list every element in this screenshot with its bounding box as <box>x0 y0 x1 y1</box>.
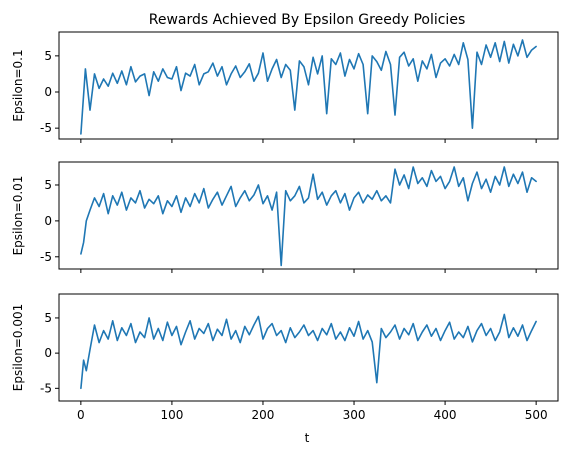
y-tick-label: 5 <box>44 178 52 192</box>
axes-frame <box>58 161 559 270</box>
y-tick-label: 5 <box>44 311 52 325</box>
y-tick-label: 0 <box>44 85 52 99</box>
series-line-1-1 <box>80 39 537 135</box>
x-tick-label: 100 <box>160 408 183 422</box>
x-tick-label: 0 <box>77 408 85 422</box>
y-tick-label: -5 <box>40 381 52 395</box>
axes-frame <box>58 31 559 140</box>
series-line-2-1 <box>80 166 537 267</box>
x-tick-label: 500 <box>525 408 548 422</box>
subplot-2: -5 0 5 Epsilon=0.01 <box>11 161 559 273</box>
y-tick-label: -5 <box>40 250 52 264</box>
y-tick-label: -5 <box>40 121 52 135</box>
y-axis-label: Epsilon=0.001 <box>11 304 25 391</box>
axes-frame <box>58 293 559 402</box>
y-tick-label: 0 <box>44 214 52 228</box>
chart-title: Rewards Achieved By Epsilon Greedy Polic… <box>149 12 465 28</box>
x-axis-label: t <box>305 431 310 445</box>
y-tick-label: 5 <box>44 49 52 63</box>
y-tick-label: 0 <box>44 346 52 360</box>
x-tick-label: 200 <box>252 408 275 422</box>
series-line-3-1 <box>80 313 537 390</box>
y-axis-label: Epsilon=0.01 <box>11 176 25 256</box>
y-axis-label: Epsilon=0.1 <box>11 49 25 121</box>
x-tick-label: 400 <box>434 408 457 422</box>
x-tick-label: 300 <box>343 408 366 422</box>
subplot-1: -5 0 5 Epsilon=0.1 <box>11 31 559 143</box>
